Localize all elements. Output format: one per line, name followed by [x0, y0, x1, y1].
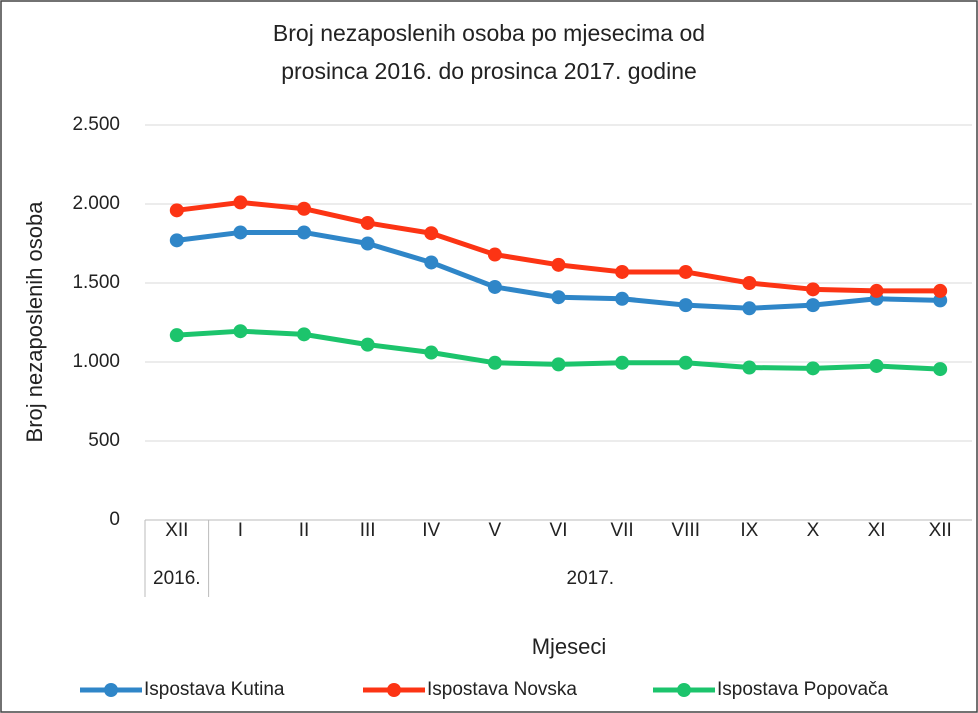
x-tick-label: XII	[165, 520, 188, 541]
x-tick-label: IV	[422, 520, 440, 541]
x-axis-title: Mjeseci	[532, 634, 607, 659]
data-point	[360, 236, 375, 251]
data-point	[678, 355, 693, 370]
data-point	[805, 298, 820, 313]
data-point	[551, 357, 566, 372]
data-point	[233, 195, 248, 210]
data-point	[424, 345, 439, 360]
data-point	[615, 291, 630, 306]
x-tick-label: VIII	[671, 520, 700, 541]
data-point	[615, 355, 630, 370]
legend-label: Ispostava Popovača	[717, 679, 889, 700]
group-label: 2016.	[153, 568, 201, 589]
x-tick-label: VI	[550, 520, 568, 541]
data-point	[297, 225, 312, 240]
y-tick-label: 1.500	[72, 272, 120, 293]
x-tick-label: IX	[740, 520, 758, 541]
data-point	[169, 233, 184, 248]
y-tick-label: 2.000	[72, 193, 120, 214]
data-point	[615, 264, 630, 279]
chart-title: prosinca 2016. do prosinca 2017. godine	[281, 58, 697, 84]
y-tick-label: 0	[109, 509, 120, 530]
legend-swatch	[104, 683, 118, 697]
x-tick-label: I	[238, 520, 243, 541]
data-point	[805, 282, 820, 297]
data-point	[742, 276, 757, 290]
y-tick-label: 1.000	[72, 351, 120, 372]
data-point	[742, 301, 757, 316]
data-point	[233, 324, 248, 339]
data-point	[487, 279, 502, 294]
group-label: 2017.	[567, 568, 615, 589]
data-point	[487, 355, 502, 370]
data-point	[424, 226, 439, 241]
data-point	[678, 264, 693, 279]
data-point	[297, 201, 312, 216]
data-point	[233, 225, 248, 240]
data-point	[933, 362, 948, 377]
x-tick-label: XII	[929, 520, 952, 541]
data-point	[805, 361, 820, 376]
x-tick-label: XI	[868, 520, 886, 541]
data-point	[869, 358, 884, 373]
x-tick-label: VII	[610, 520, 633, 541]
data-point	[360, 337, 375, 352]
y-axis-title: Broj nezaposlenih osoba	[22, 201, 47, 443]
data-point	[424, 255, 439, 270]
data-point	[869, 283, 884, 298]
data-point	[551, 290, 566, 305]
legend-swatch	[387, 683, 401, 697]
data-point	[169, 328, 184, 343]
data-point	[551, 257, 566, 272]
data-point	[933, 283, 948, 298]
x-tick-label: V	[489, 520, 502, 541]
data-point	[297, 327, 312, 342]
x-tick-label: II	[299, 520, 310, 541]
y-tick-label: 2.500	[72, 114, 120, 135]
x-tick-label: III	[360, 520, 376, 541]
data-point	[169, 203, 184, 218]
legend-swatch	[677, 683, 691, 697]
x-tick-label: X	[807, 520, 820, 541]
y-tick-label: 500	[88, 430, 120, 451]
chart-title: Broj nezaposlenih osoba po mjesecima od	[273, 20, 705, 46]
legend-label: Ispostava Kutina	[144, 679, 285, 700]
data-point	[742, 360, 757, 375]
data-point	[678, 298, 693, 313]
data-point	[360, 215, 375, 230]
legend-label: Ispostava Novska	[427, 679, 577, 700]
data-point	[487, 247, 502, 262]
